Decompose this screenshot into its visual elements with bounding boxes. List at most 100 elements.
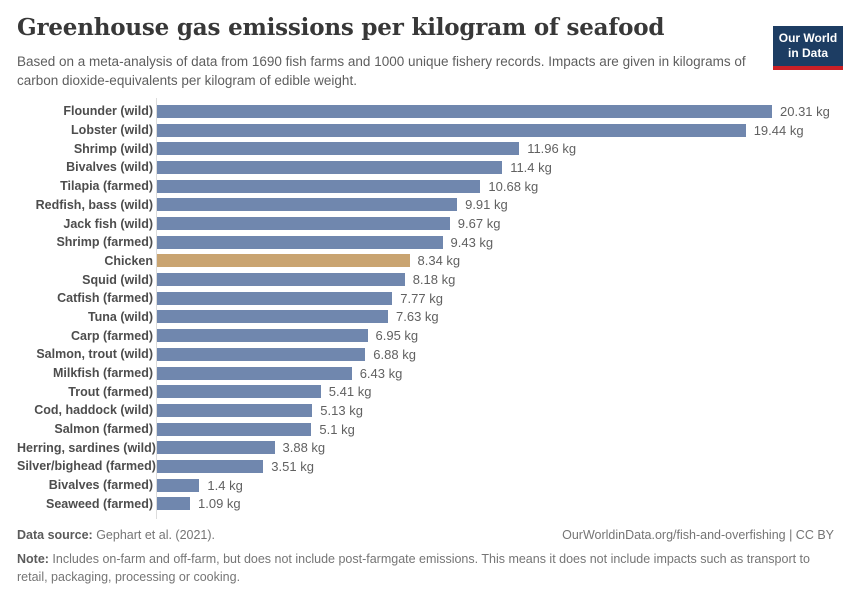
bar-row: Milkfish (farmed) 6.43 kg	[17, 364, 834, 383]
bar[interactable]	[157, 273, 405, 287]
bar[interactable]	[157, 497, 190, 511]
bar-track: 8.18 kg	[157, 272, 834, 287]
category-label: Seaweed (farmed)	[46, 496, 153, 511]
bar-row: Shrimp (farmed) 9.43 kg	[17, 233, 834, 252]
bar[interactable]	[157, 403, 313, 417]
bar-row: Silver/bighead (farmed) 3.51 kg	[17, 457, 834, 476]
bar-track: 7.77 kg	[157, 291, 834, 306]
bar[interactable]	[157, 198, 458, 212]
bar-row: Redfish, bass (wild) 9.91 kg	[17, 196, 834, 215]
chart-note: Note: Includes on-farm and off-farm, but…	[17, 550, 834, 586]
category-label: Shrimp (wild)	[73, 141, 153, 156]
bar[interactable]	[157, 179, 481, 193]
value-label: 9.67 kg	[457, 216, 501, 232]
owid-logo-line2: in Data	[787, 46, 828, 60]
category-label: Milkfish (farmed)	[52, 366, 153, 381]
bar[interactable]	[157, 329, 368, 343]
bar[interactable]	[157, 310, 388, 324]
category-label: Herring, sardines (wild)	[17, 440, 156, 455]
category-label: Jack fish (wild)	[63, 216, 153, 231]
bar-row: Tuna (wild) 7.63 kg	[17, 308, 834, 327]
bar-track: 1.09 kg	[157, 496, 834, 511]
category-label: Trout (farmed)	[68, 384, 153, 399]
bar-rows: Flounder (wild) 20.31 kg Lobster (wild) 19.…	[17, 102, 834, 513]
bar-row: Catfish (farmed) 7.77 kg	[17, 289, 834, 308]
bar-track: 5.1 kg	[157, 422, 834, 437]
value-label: 8.18 kg	[412, 272, 456, 288]
bar[interactable]	[157, 385, 321, 399]
value-label: 1.09 kg	[198, 496, 241, 512]
bar[interactable]	[157, 142, 520, 156]
category-label: Shrimp (farmed)	[56, 235, 153, 250]
bar-track: 10.68 kg	[157, 179, 834, 194]
bar-track: 19.44 kg	[157, 123, 834, 138]
bar-track: 5.41 kg	[157, 384, 834, 399]
value-label: 7.77 kg	[400, 290, 443, 306]
category-label: Chicken	[104, 253, 153, 268]
bar[interactable]	[157, 254, 410, 268]
y-axis-line	[156, 98, 157, 520]
value-label: 9.91 kg	[465, 197, 508, 213]
bar[interactable]	[157, 347, 366, 361]
category-label: Tilapia (farmed)	[60, 179, 153, 194]
bar[interactable]	[157, 459, 264, 473]
bar[interactable]	[157, 104, 772, 118]
data-source-label: Data source:	[17, 528, 93, 543]
bar[interactable]	[157, 441, 275, 455]
bar-track: 11.4 kg	[157, 160, 834, 175]
bar-track: 6.43 kg	[157, 366, 834, 381]
category-label: Salmon, trout (wild)	[36, 347, 153, 362]
category-label: Tuna (wild)	[87, 309, 153, 324]
category-label: Redfish, bass (wild)	[35, 197, 153, 212]
value-label: 6.95 kg	[375, 328, 419, 344]
value-label: 19.44 kg	[753, 122, 804, 138]
bar[interactable]	[157, 217, 450, 231]
data-source-value: Gephart et al. (2021).	[92, 528, 216, 543]
note-label: Note:	[17, 551, 49, 566]
category-label: Catfish (farmed)	[57, 291, 153, 306]
category-label: Bivalves (farmed)	[48, 478, 153, 493]
bar[interactable]	[157, 366, 352, 380]
bar-row: Bivalves (farmed) 1.4 kg	[17, 476, 834, 495]
bar-row: Salmon, trout (wild) 6.88 kg	[17, 345, 834, 364]
bar-track: 20.31 kg	[157, 104, 834, 119]
value-label: 11.96 kg	[527, 141, 577, 157]
bar-row: Shrimp (wild) 11.96 kg	[17, 139, 834, 158]
bar-row: Lobster (wild) 19.44 kg	[17, 121, 834, 140]
bar[interactable]	[157, 478, 200, 492]
bar-track: 3.51 kg	[157, 459, 834, 474]
category-label: Squid (wild)	[82, 272, 153, 287]
chart-title: Greenhouse gas emissions per kilogram of…	[17, 14, 665, 41]
bar[interactable]	[157, 291, 393, 305]
value-label: 5.41 kg	[328, 384, 372, 400]
bar-track: 8.34 kg	[157, 253, 834, 268]
value-label: 8.34 kg	[417, 253, 461, 269]
value-label: 6.43 kg	[359, 365, 403, 381]
data-source: Data source: Gephart et al. (2021).	[17, 527, 215, 545]
chart-header: Greenhouse gas emissions per kilogram of…	[0, 14, 850, 90]
bar-row: Squid (wild) 8.18 kg	[17, 270, 834, 289]
bar[interactable]	[157, 123, 746, 137]
bar[interactable]	[157, 422, 312, 436]
chart-subtitle: Based on a meta-analysis of data from 16…	[17, 53, 746, 88]
value-label: 7.63 kg	[396, 309, 439, 325]
bar-row: Herring, sardines (wild) 3.88 kg	[17, 438, 834, 457]
bar-track: 7.63 kg	[157, 309, 834, 324]
value-label: 1.4 kg	[207, 477, 243, 493]
category-label: Flounder (wild)	[63, 104, 153, 119]
category-label: Cod, haddock (wild)	[34, 403, 153, 418]
value-label: 5.1 kg	[319, 421, 355, 437]
bar[interactable]	[157, 160, 503, 174]
owid-attribution-link[interactable]: OurWorldinData.org/fish-and-overfishing …	[562, 528, 834, 543]
chart-footer: Data source: Gephart et al. (2021). OurW…	[17, 527, 834, 586]
value-label: 11.4 kg	[510, 159, 552, 175]
value-label: 6.88 kg	[373, 346, 416, 362]
bar-track: 6.88 kg	[157, 347, 834, 362]
category-label: Bivalves (wild)	[66, 160, 153, 175]
bar-track: 3.88 kg	[157, 440, 834, 455]
bar[interactable]	[157, 235, 443, 249]
value-label: 3.51 kg	[271, 458, 314, 474]
bar-track: 9.91 kg	[157, 197, 834, 212]
category-label: Lobster (wild)	[71, 123, 153, 138]
bar-row: Salmon (farmed) 5.1 kg	[17, 420, 834, 439]
